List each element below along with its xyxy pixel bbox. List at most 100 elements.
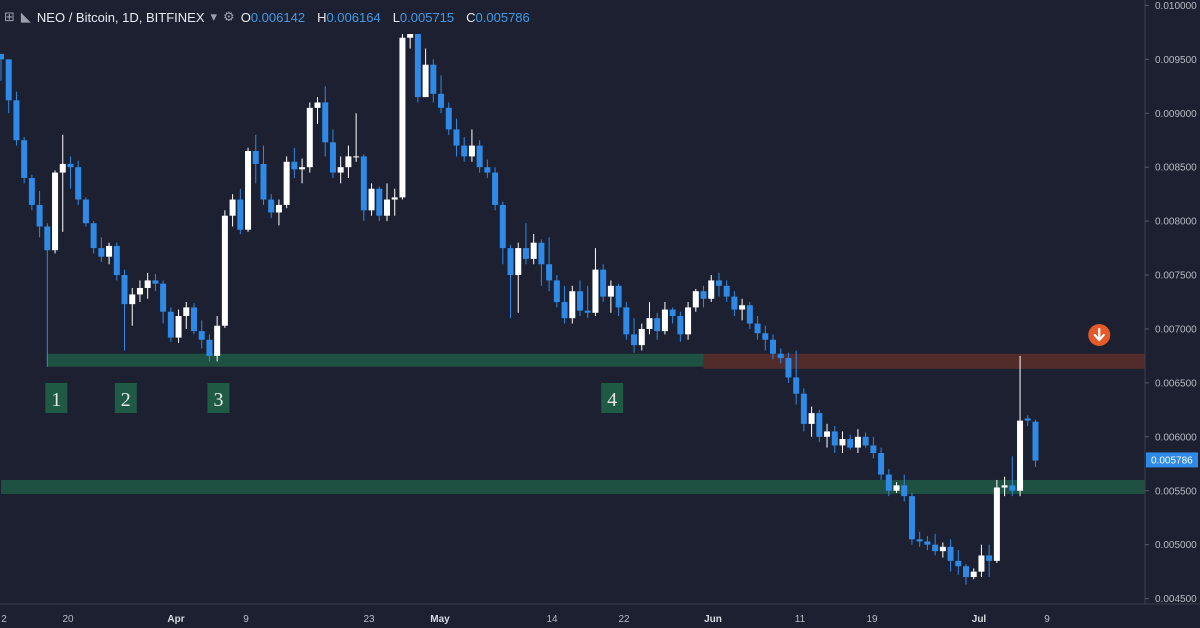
candle-up	[893, 482, 900, 493]
candle-body	[237, 199, 244, 230]
candle-up	[52, 170, 59, 254]
candle-up	[638, 323, 645, 351]
time-tick-label: Jun	[704, 614, 722, 625]
candle-body	[522, 248, 529, 259]
support-zone	[1, 479, 1145, 494]
candle-down	[631, 318, 638, 353]
candle-body	[646, 318, 653, 329]
candle-body	[731, 296, 738, 310]
candle-up	[569, 285, 576, 324]
candle-body	[600, 269, 607, 297]
candle-body	[175, 316, 182, 338]
candle-down	[553, 275, 560, 308]
candle-down	[322, 86, 329, 157]
candle-down	[754, 316, 761, 340]
candle-down	[507, 244, 514, 319]
candle-down	[90, 221, 97, 254]
candle-body	[136, 287, 143, 295]
last-price-label: 0.005786	[1151, 455, 1193, 466]
candle-body	[893, 485, 900, 491]
candle-body	[275, 204, 282, 213]
time-axis-panel	[0, 604, 1200, 628]
candle-down	[191, 303, 197, 335]
candle-up	[399, 32, 406, 200]
candle-body	[113, 245, 120, 276]
candle-body	[430, 64, 437, 94]
time-tick-label: 2	[1, 614, 7, 625]
candle-up	[314, 97, 321, 125]
candle-down	[847, 434, 854, 450]
candle-down	[376, 186, 383, 222]
candle-body	[59, 163, 66, 173]
candle-body	[561, 302, 568, 319]
resistance-zone	[703, 353, 1145, 369]
candle-down	[44, 223, 51, 367]
candle-up	[592, 248, 599, 317]
candle-down	[561, 285, 568, 324]
candle-body	[167, 311, 174, 338]
candle-down	[831, 426, 838, 453]
symbol-title[interactable]: NEO / Bitcoin, 1D, BITFINEX	[36, 9, 205, 25]
candle-body	[816, 413, 823, 437]
price-tick-label: 0.007500	[1155, 271, 1197, 282]
candle-up	[854, 429, 861, 453]
candle-up	[607, 280, 614, 313]
candle-down	[908, 492, 915, 545]
candle-body	[785, 358, 792, 378]
zones	[1, 353, 1145, 494]
price-tick-label: 0.009000	[1155, 109, 1197, 120]
candle-body	[592, 269, 599, 313]
candle-body	[770, 339, 776, 354]
candle-down	[878, 447, 885, 480]
candle-body	[839, 438, 846, 446]
crosshair-icon[interactable]: ⊞	[4, 9, 15, 24]
price-axis[interactable]: 0.010000 0.009500 0.009000 0.008500 0.008000…	[1144, 0, 1200, 628]
collapse-icon[interactable]: ◣	[20, 9, 31, 24]
caret-down-icon[interactable]: ▾	[210, 9, 218, 24]
candle-body	[245, 151, 252, 230]
candle-body	[252, 151, 259, 164]
ohlc-high: H0.006164	[317, 9, 381, 25]
candle-body	[538, 242, 545, 265]
settings-icon[interactable]: ⚙	[223, 9, 235, 24]
time-tick-label: 23	[363, 614, 375, 625]
candle-up	[993, 479, 1000, 564]
candle-body	[129, 294, 136, 305]
touch-label-3: 3	[213, 389, 223, 411]
candle-down	[67, 156, 74, 189]
candle-body	[623, 307, 630, 335]
candle-body	[970, 571, 977, 578]
candle-down	[777, 348, 784, 364]
candle-body	[399, 37, 406, 198]
candle-body	[75, 167, 82, 200]
candle-down	[75, 160, 82, 205]
candle-body	[484, 167, 491, 173]
candle-down	[600, 264, 607, 302]
candle-down	[98, 237, 105, 263]
time-axis[interactable]: 2 20 Apr 9 23 May 14 22 Jun 11 19 Jul 9	[0, 603, 1200, 628]
candle-body	[214, 325, 221, 356]
candle-up	[1017, 355, 1024, 497]
candle-body	[677, 316, 684, 335]
candle-down	[793, 350, 800, 405]
candle-body	[824, 431, 831, 437]
candle-body	[708, 280, 715, 299]
candle-body	[924, 541, 931, 545]
last-price-tag	[1146, 452, 1198, 468]
candle-down	[546, 237, 553, 292]
candle-down	[260, 145, 267, 205]
candle-down	[268, 194, 275, 218]
candle-body	[461, 145, 468, 157]
candle-body	[1009, 485, 1016, 491]
candle-down	[654, 312, 661, 340]
candle-down	[1024, 415, 1031, 427]
candle-up	[353, 113, 360, 162]
candle-body	[916, 539, 923, 542]
candle-down	[438, 75, 445, 114]
candle-down	[715, 272, 722, 297]
candle-body	[198, 331, 205, 340]
candle-down	[885, 469, 892, 497]
time-tick-label: 22	[618, 614, 630, 625]
candle-body	[546, 264, 553, 281]
